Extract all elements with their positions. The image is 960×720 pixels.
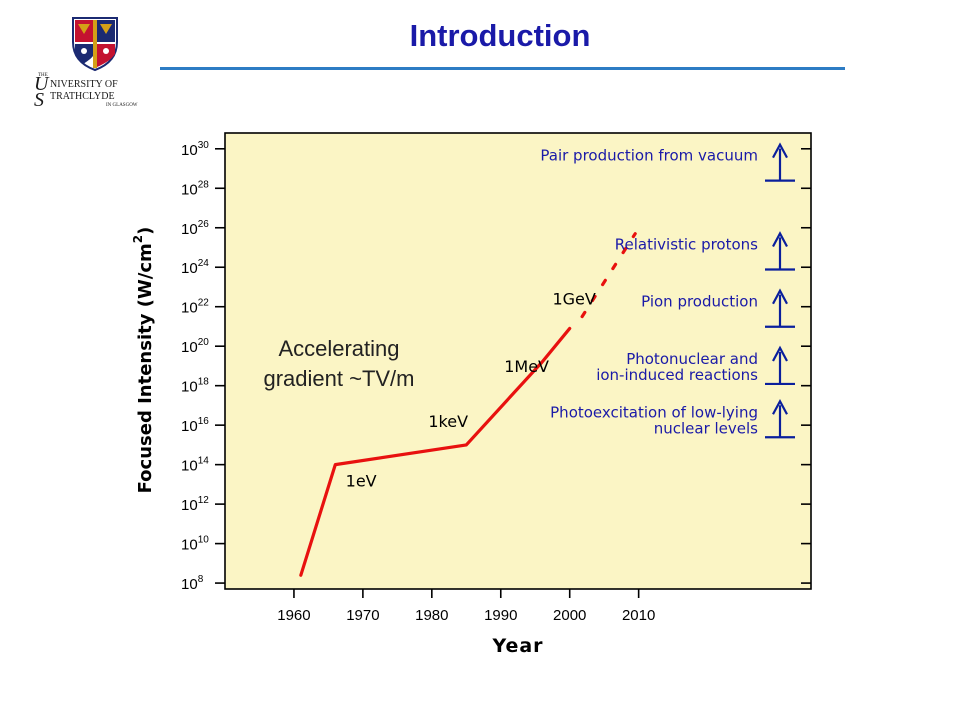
y-tick-label: 1018	[181, 377, 209, 396]
arrow-head	[772, 142, 788, 159]
y-tick-label: 1028	[181, 179, 209, 198]
university-logo: THE U NIVERSITY OF S TRATHCLYDE IN GLASG…	[34, 17, 138, 108]
y-tick-exponent: 26	[198, 219, 210, 230]
y-tick-base: 10	[181, 260, 198, 277]
y-tick-exponent: 14	[198, 456, 210, 467]
threshold-arrow-icon	[765, 231, 795, 271]
threshold-arrow-icon	[765, 398, 795, 439]
y-axis-label-main: Focused Intensity (W/cm	[135, 243, 156, 493]
page-title: Introduction	[409, 18, 591, 53]
regime-label: Pair production from vacuum	[540, 147, 758, 165]
energy-label: 1MeV	[504, 357, 549, 376]
logo-s: S	[34, 89, 44, 108]
y-tick-base: 10	[181, 576, 198, 593]
arrow-head	[772, 398, 788, 415]
y-tick-label: 1030	[181, 140, 209, 159]
regime-label: Photoexcitation of low-lying	[550, 403, 758, 421]
arrow-head	[772, 345, 788, 362]
y-axis-label-sup: 2	[131, 235, 145, 243]
y-tick-base: 10	[181, 458, 198, 475]
threshold-arrow-icon	[765, 288, 795, 328]
projected-intensity-line	[580, 232, 637, 319]
title-divider	[160, 67, 845, 70]
regime-label: Photonuclear and	[626, 350, 758, 368]
annotation-line: gradient ~TV/m	[263, 366, 414, 391]
y-tick-label: 1022	[181, 298, 209, 317]
arrow-head	[772, 231, 788, 247]
energy-label: 1eV	[346, 471, 377, 490]
y-tick-exponent: 28	[198, 179, 210, 190]
y-tick-base: 10	[181, 418, 198, 435]
y-tick-label: 1016	[181, 416, 209, 435]
regime-label: ion-induced reactions	[596, 366, 758, 384]
y-tick-label: 1020	[181, 337, 209, 356]
y-tick-exponent: 10	[198, 535, 210, 546]
y-tick-exponent: 30	[198, 140, 210, 151]
y-tick-base: 10	[181, 300, 198, 317]
regime-label: nuclear levels	[654, 419, 758, 437]
accelerating-gradient-annotation: Accelerating gradient ~TV/m	[263, 336, 414, 391]
energy-label: 1keV	[428, 412, 468, 431]
y-tick-label: 1014	[181, 456, 209, 475]
regime-label: Relativistic protons	[615, 235, 758, 253]
threshold-arrow-icon	[765, 142, 795, 182]
logo-u: U	[34, 73, 50, 95]
y-axis-label: Focused Intensity (W/cm2)	[131, 227, 156, 494]
plot-area	[224, 132, 812, 590]
logo-strathclyde: TRATHCLYDE	[50, 91, 115, 102]
regime-label: Pion production	[641, 293, 758, 311]
crest-icon	[72, 17, 118, 72]
y-tick-label: 1012	[181, 495, 209, 514]
x-axis-label: Year	[491, 635, 543, 657]
y-axis-label-close: )	[135, 227, 156, 235]
y-tick-base: 10	[181, 537, 198, 554]
y-tick-label: 1026	[181, 219, 209, 238]
y-tick-base: 10	[181, 142, 198, 159]
y-tick-exponent: 8	[198, 574, 204, 585]
threshold-arrow-icon	[765, 345, 795, 386]
x-tick-label: 1980	[415, 607, 448, 624]
y-tick-exponent: 22	[198, 298, 210, 309]
y-tick-label: 1024	[181, 258, 209, 277]
y-tick-base: 10	[181, 339, 198, 356]
y-tick-base: 10	[181, 181, 198, 198]
arrow-head	[772, 288, 788, 305]
x-tick-label: 1990	[484, 607, 517, 624]
y-tick-exponent: 20	[198, 337, 210, 348]
logo-in-glasgow: IN GLASGOW	[106, 103, 138, 108]
y-tick-label: 108	[181, 574, 204, 593]
y-tick-label: 1010	[181, 535, 209, 554]
y-tick-exponent: 16	[198, 416, 210, 427]
annotation-line: Accelerating	[278, 336, 399, 361]
energy-label: 1GeV	[552, 290, 595, 309]
y-tick-exponent: 24	[198, 258, 210, 269]
y-tick-base: 10	[181, 221, 198, 238]
y-tick-base: 10	[181, 379, 198, 396]
x-tick-label: 2000	[553, 607, 586, 624]
logo-the: THE	[38, 73, 48, 78]
x-tick-label: 2010	[622, 607, 655, 624]
y-tick-exponent: 12	[198, 495, 210, 506]
intensity-line	[299, 326, 572, 577]
x-tick-label: 1970	[346, 607, 379, 624]
y-tick-exponent: 18	[198, 377, 210, 388]
y-tick-base: 10	[181, 497, 198, 514]
x-tick-label: 1960	[277, 607, 310, 624]
logo-university-of: NIVERSITY OF	[50, 79, 118, 90]
